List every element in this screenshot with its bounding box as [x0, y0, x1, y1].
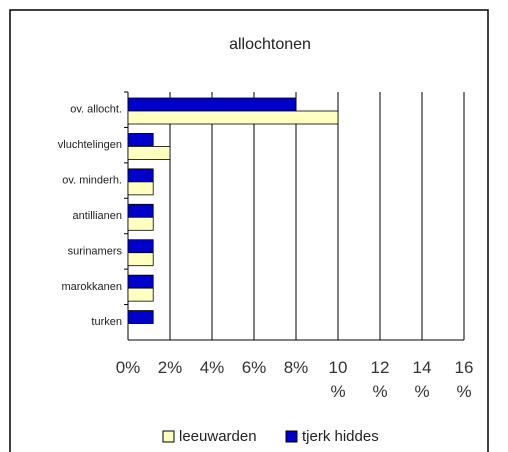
bar — [127, 146, 171, 160]
bar — [127, 239, 154, 254]
x-tick-label: 10 % — [328, 358, 348, 401]
x-tick-label: 16 % — [454, 358, 474, 401]
x-tick-label: 12 % — [370, 358, 390, 401]
legend-label: leeuwarden — [179, 428, 257, 445]
y-tick-label: ov. allocht. — [70, 104, 122, 116]
y-tick-label: ov. minderh. — [62, 174, 122, 186]
legend-swatch — [162, 430, 175, 443]
y-tick-label: antillianen — [72, 210, 122, 222]
bar — [127, 310, 154, 324]
bar — [127, 252, 154, 267]
chart-title: allochtonen — [229, 36, 311, 53]
x-tick-label: 6% — [241, 358, 267, 377]
y-tick-label: marokkanen — [61, 281, 122, 293]
frame — [9, 9, 489, 452]
legend-label: tjerk hiddes — [302, 428, 379, 445]
y-tick-label: turken — [91, 316, 122, 328]
bar — [127, 274, 154, 289]
bar — [127, 216, 154, 231]
bar — [127, 97, 297, 112]
bar — [127, 168, 154, 183]
bar — [127, 133, 154, 147]
y-tick-label: surinamers — [68, 245, 123, 257]
legend-swatch — [285, 430, 298, 443]
x-tick-label: 2% — [157, 358, 183, 377]
bar — [127, 181, 154, 196]
x-tick-label: 8% — [283, 358, 309, 377]
x-tick-label: 14 % — [412, 358, 432, 401]
x-tick-label: 0% — [115, 358, 141, 377]
y-tick-label: vluchtelingen — [58, 139, 122, 151]
bar — [127, 110, 339, 125]
bar — [127, 203, 154, 218]
x-tick-label: 4% — [199, 358, 225, 377]
bar — [127, 287, 154, 302]
